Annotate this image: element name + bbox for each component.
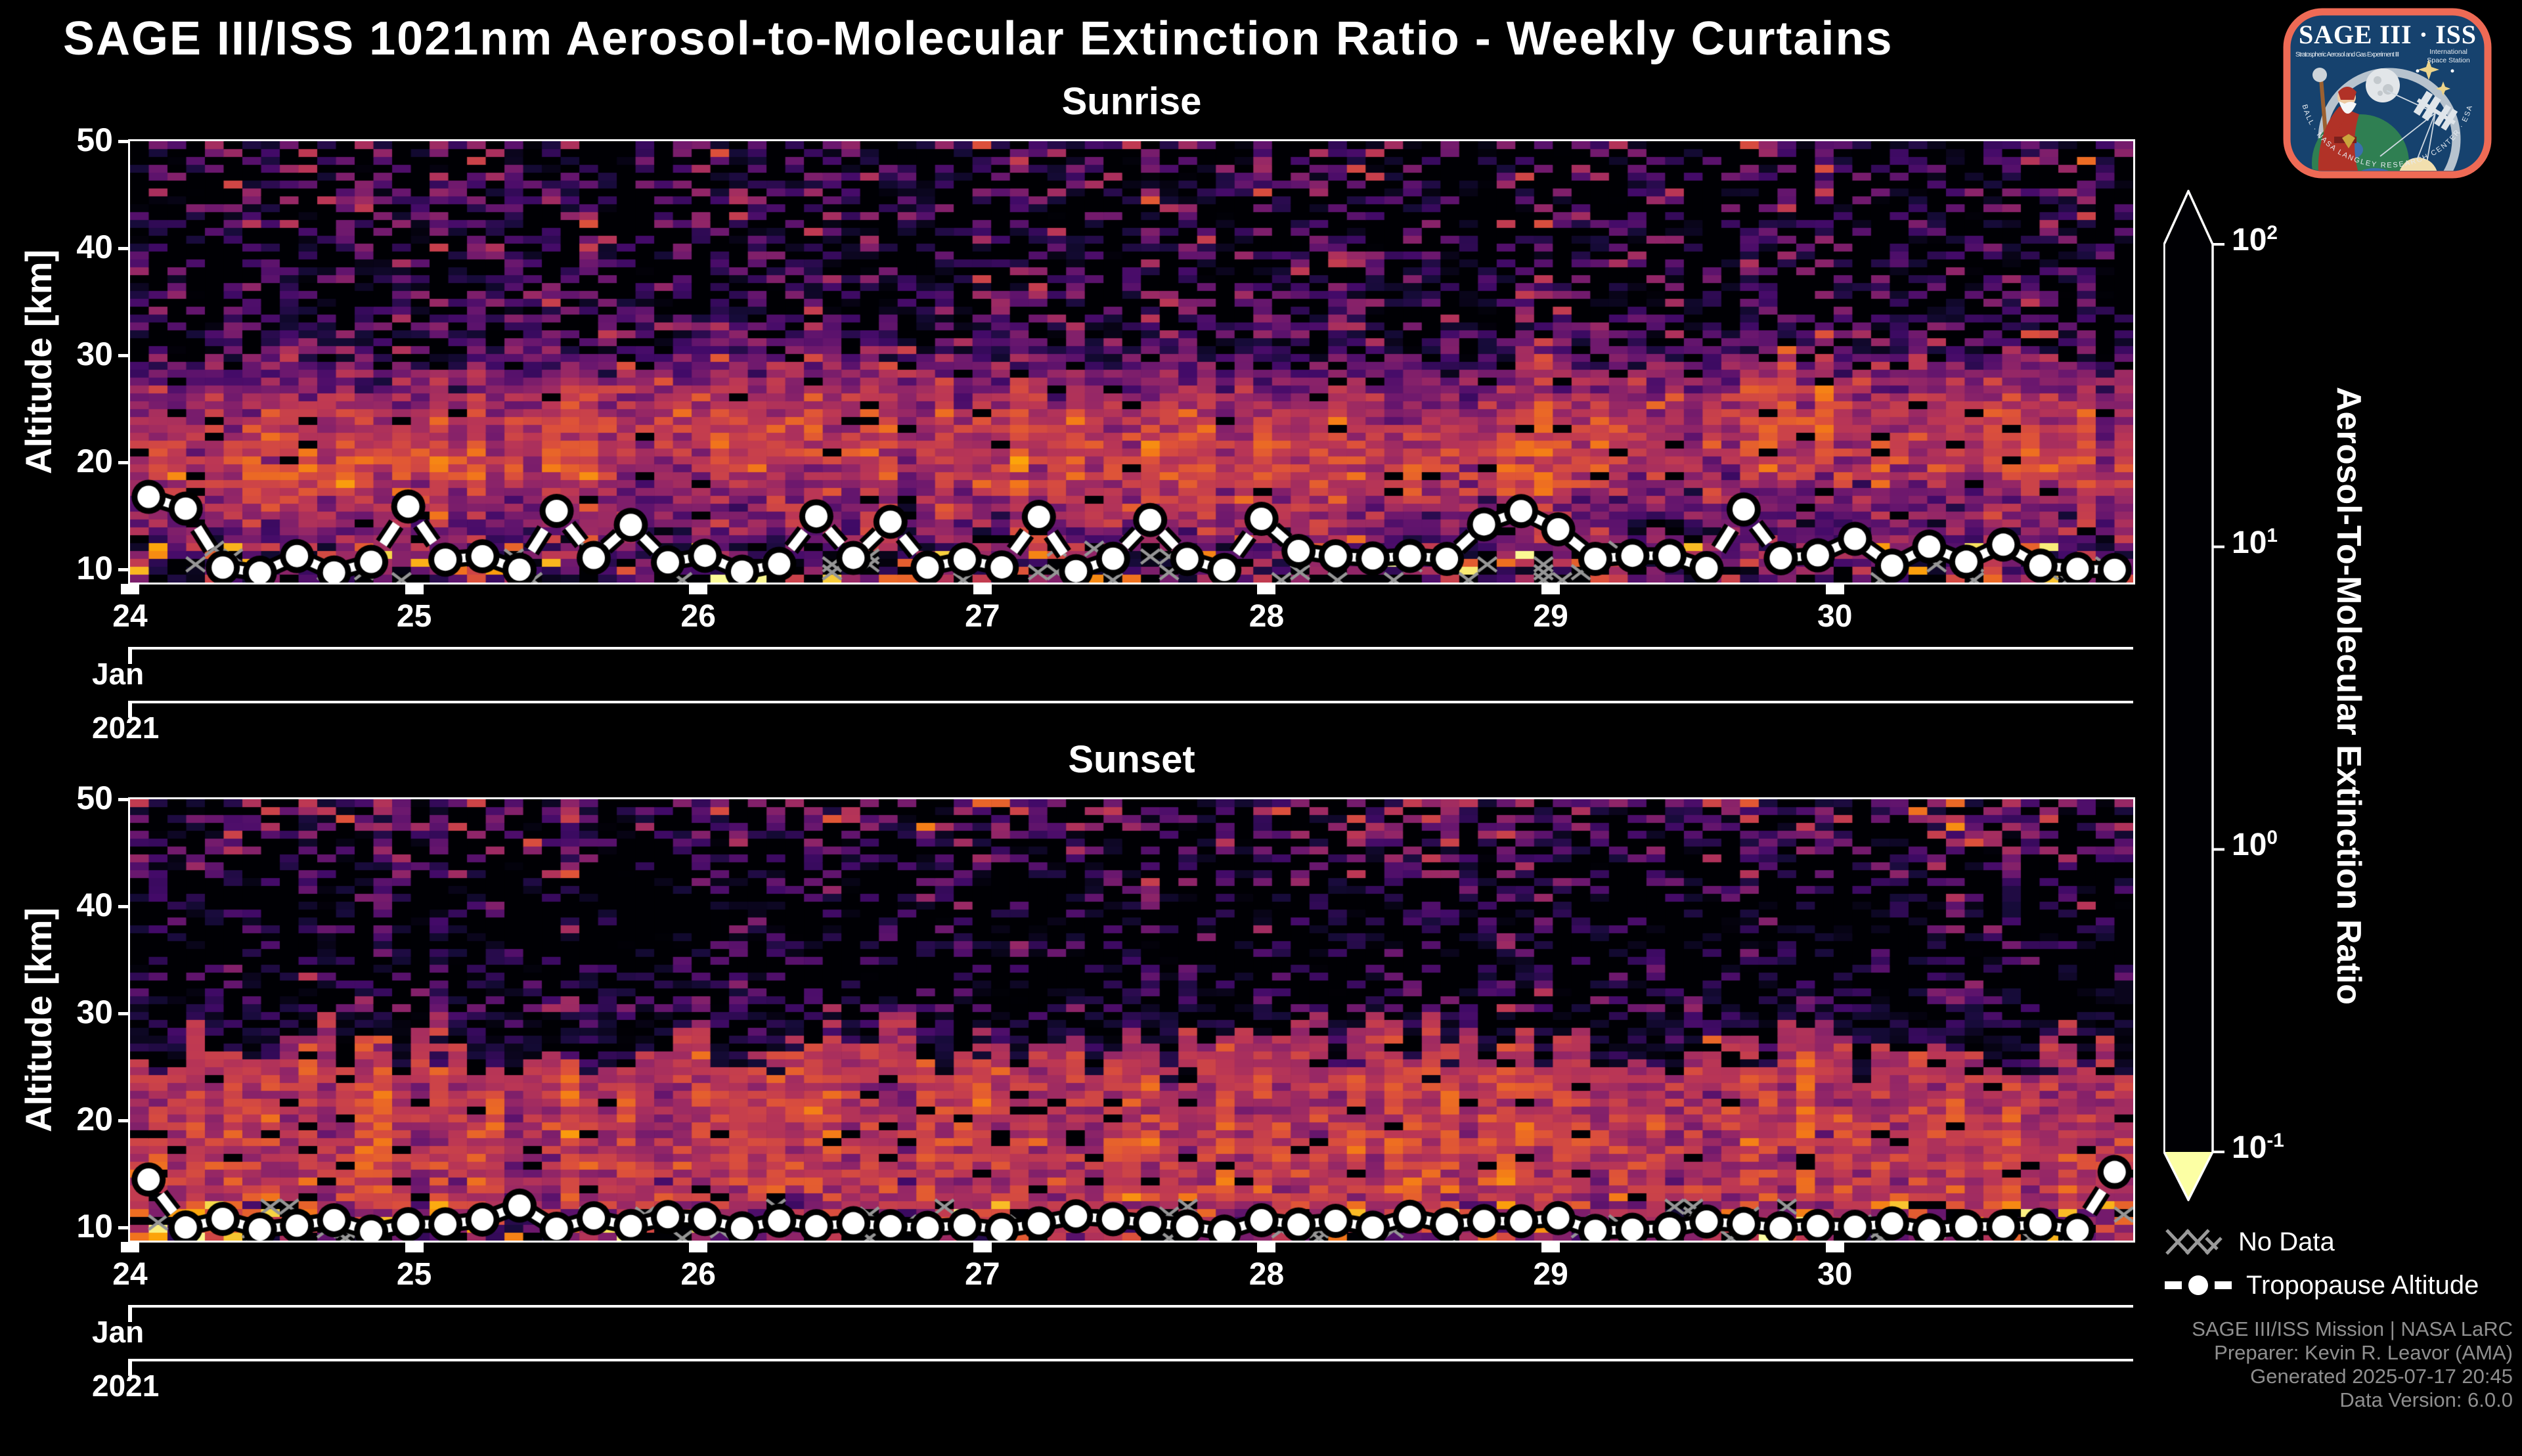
y-tick-label: 40 <box>76 229 113 266</box>
sunset-month-axis-tick <box>128 1305 132 1322</box>
colorbar-arrow-bar <box>2163 188 2214 1202</box>
x-tick-mark <box>121 584 139 594</box>
x-tick-label: 25 <box>396 599 432 634</box>
sunrise-year-label: 2021 <box>92 711 160 745</box>
x-tick-mark <box>973 1242 992 1252</box>
patch-title: SAGE III · ISS <box>2299 20 2476 49</box>
y-tick-label: 10 <box>76 1208 113 1245</box>
x-tick-mark <box>121 1242 139 1252</box>
sunrise-month-axis-tick <box>128 647 132 664</box>
y-tick-mark <box>118 797 130 801</box>
x-tick-mark <box>689 584 708 594</box>
colorbar-ticks <box>2213 243 2224 1153</box>
y-tick-mark <box>118 139 130 143</box>
x-tick-label: 29 <box>1533 1257 1568 1292</box>
sunset-heatmap-canvas <box>130 799 2133 1241</box>
sunrise-month-label: Jan <box>92 657 144 691</box>
iss-icon <box>2413 91 2458 131</box>
y-tick-mark <box>118 246 130 250</box>
x-tick-mark <box>973 584 992 594</box>
no-data-label: No Data <box>2238 1227 2335 1256</box>
star-icon <box>2436 81 2450 96</box>
y-tick-mark <box>118 1118 130 1122</box>
attribution-line: Data Version: 6.0.0 <box>2339 1388 2513 1411</box>
x-tick-mark <box>1541 1242 1560 1252</box>
attribution-line: SAGE III/ISS Mission | NASA LaRC <box>2192 1317 2513 1340</box>
colorbar-gradient <box>2163 188 2224 1202</box>
sunset-year-axis-tick <box>128 1359 132 1376</box>
sage-iii-iss-mission-patch: SAGE III · ISS Stratospheric Aerosol and… <box>2283 8 2492 179</box>
x-tick-label: 28 <box>1249 599 1285 634</box>
y-tick-mark <box>118 353 130 357</box>
colorbar-title: Aerosol-To-Molecular Extinction Ratio <box>2330 386 2368 1005</box>
x-tick-mark <box>1541 584 1560 594</box>
attribution-line: Generated 2025-07-17 20:45 <box>2250 1365 2513 1388</box>
sunrise-panel: Sunrise Altitude [km] Jan 2021 50 40 30 20 1… <box>0 80 2522 798</box>
y-tick-label: 20 <box>76 1101 113 1138</box>
x-tick-mark <box>405 584 424 594</box>
patch-intl-1: International <box>2429 48 2467 56</box>
x-tick-label: 26 <box>680 1257 716 1292</box>
colorbar-tick-label: 102 <box>2232 222 2278 257</box>
sunrise-panel-title: Sunrise <box>1061 80 1202 123</box>
x-tick-mark <box>1257 1242 1276 1252</box>
x-tick-label: 27 <box>965 1257 1000 1292</box>
x-tick-label: 28 <box>1249 1257 1285 1292</box>
colorbar-tick-label: 100 <box>2232 827 2278 863</box>
x-tick-mark <box>1825 1242 1844 1252</box>
star-icon <box>2418 59 2439 80</box>
patch-subtitle: Stratospheric Aerosol and Gas Experiment… <box>2295 51 2399 58</box>
x-tick-mark <box>689 1242 708 1252</box>
y-tick-label: 30 <box>76 336 113 373</box>
y-tick-label: 20 <box>76 443 113 480</box>
no-data-hatch-icon <box>2165 1229 2223 1255</box>
sage-wizard-icon <box>2312 68 2359 171</box>
sunrise-month-axis-line <box>128 647 2133 650</box>
page-title: SAGE III/ISS 1021nm Aerosol-to-Molecular… <box>63 12 1893 65</box>
y-tick-label: 50 <box>76 121 113 158</box>
y-tick-mark <box>118 904 130 908</box>
sunrise-year-axis-tick <box>128 701 132 718</box>
y-tick-mark <box>118 460 130 464</box>
sunset-month-axis-line <box>128 1305 2133 1308</box>
y-tick-label: 10 <box>76 550 113 587</box>
legend-row-no-data: No Data <box>2165 1225 2479 1258</box>
x-tick-label: 25 <box>396 1257 432 1292</box>
y-tick-mark <box>118 567 130 571</box>
sunset-year-label: 2021 <box>92 1369 160 1403</box>
attribution-block: SAGE III/ISS Mission | NASA LaRC Prepare… <box>2192 1317 2513 1412</box>
sun-icon <box>2399 158 2438 171</box>
x-tick-label: 30 <box>1817 1257 1853 1292</box>
x-tick-label: 24 <box>112 1257 148 1292</box>
attribution-line: Preparer: Kevin R. Leavor (AMA) <box>2214 1341 2513 1364</box>
colorbar-tick-label: 101 <box>2232 524 2278 560</box>
legend-row-tropopause: Tropopause Altitude <box>2165 1269 2479 1302</box>
tropopause-line-icon <box>2165 1275 2232 1295</box>
y-tick-mark <box>118 1011 130 1015</box>
sunset-panel-title: Sunset <box>1068 738 1195 781</box>
x-tick-mark <box>1257 584 1276 594</box>
sunrise-year-axis-line <box>128 701 2133 703</box>
colorbar-tick-label: 10-1 <box>2232 1130 2284 1165</box>
x-tick-label: 24 <box>112 599 148 634</box>
patch-intl-2: Space Station <box>2427 56 2470 64</box>
sunset-month-label: Jan <box>92 1315 144 1349</box>
tropopause-label: Tropopause Altitude <box>2246 1270 2479 1300</box>
x-tick-label: 29 <box>1533 599 1568 634</box>
y-tick-label: 40 <box>76 887 113 924</box>
sunset-year-axis-line <box>128 1359 2133 1361</box>
moon-icon <box>2366 68 2400 102</box>
y-tick-mark <box>118 1225 130 1229</box>
sunset-panel: Sunset Altitude [km] Jan 2021 50 40 30 20 10… <box>0 738 2522 1456</box>
y-tick-label: 30 <box>76 994 113 1031</box>
sunrise-heatmap-canvas <box>130 141 2133 583</box>
x-tick-label: 27 <box>965 599 1000 634</box>
colorbar <box>2163 188 2226 1202</box>
x-tick-label: 30 <box>1817 599 1853 634</box>
x-tick-mark <box>1825 584 1844 594</box>
y-tick-label: 50 <box>76 780 113 816</box>
x-tick-mark <box>405 1242 424 1252</box>
legend: No Data Tropopause Altitude <box>2165 1225 2479 1302</box>
x-tick-label: 26 <box>680 599 716 634</box>
